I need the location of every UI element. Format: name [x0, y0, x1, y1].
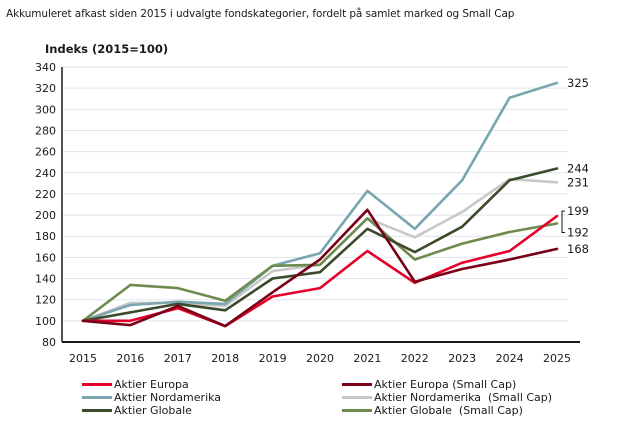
y-tick-label: 300: [35, 103, 56, 116]
legend-swatch: [82, 409, 112, 412]
x-tick-label: 2018: [211, 352, 239, 365]
y-tick-label: 140: [35, 273, 56, 286]
series-line-aktier-europa-small-cap: [81, 208, 559, 328]
y-tick-label: 100: [35, 315, 56, 328]
legend-swatch: [82, 383, 112, 386]
end-label: 199: [567, 204, 589, 218]
x-tick-label: 2023: [448, 352, 476, 365]
y-tick-label: 340: [35, 61, 56, 74]
end-label: 168: [567, 242, 589, 256]
y-tick-label: 180: [35, 230, 56, 243]
end-label: 244: [567, 162, 589, 176]
legend-item-aktier-nordamerika-small-cap: Aktier Nordamerika (Small Cap): [342, 390, 552, 405]
legend-swatch: [82, 396, 112, 399]
legend-item-aktier-europa: Aktier Europa: [82, 377, 189, 392]
x-tick-label: 2015: [69, 352, 97, 365]
series-line-aktier-globale: [81, 167, 559, 323]
legend-label: Aktier Europa (Small Cap): [374, 378, 517, 391]
gridlines: [62, 66, 568, 322]
y-axis-ticks: 80 100 120 140 160 180 200 220 240 260 280 300 320 34…: [35, 61, 56, 349]
end-label: 231: [567, 175, 589, 189]
series-line-aktier-globale-small-cap: [81, 217, 559, 323]
y-tick-label: 80: [42, 336, 56, 349]
legend-label: Aktier Globale: [114, 404, 192, 417]
line-chart: 80 100 120 140 160 180 200 220 240 260 280 300 320 34…: [35, 61, 589, 365]
legend-swatch: [342, 409, 372, 412]
series-line-aktier-nordamerika: [81, 81, 559, 323]
y-tick-label: 320: [35, 82, 56, 95]
legend-label: Aktier Nordamerika (Small Cap): [374, 391, 553, 404]
y-tick-label: 220: [35, 188, 56, 201]
x-axis-ticks: 2015 2016 2017 2018 2019 2020 2021 2022 2023 2024…: [69, 352, 571, 365]
y-tick-label: 160: [35, 251, 56, 264]
end-label: 325: [567, 76, 589, 90]
legend-label: Aktier Globale (Small Cap): [374, 404, 523, 417]
x-tick-label: 2022: [401, 352, 429, 365]
legend-item-aktier-globale-small-cap: Aktier Globale (Small Cap): [342, 403, 523, 418]
x-tick-label: 2020: [306, 352, 334, 365]
end-label-bracket: [561, 210, 565, 234]
chart-title: Akkumuleret afkast siden 2015 i udvalgte…: [6, 8, 515, 20]
x-tick-label: 2016: [116, 352, 144, 365]
y-tick-label: 280: [35, 124, 56, 137]
x-tick-label: 2025: [543, 352, 571, 365]
x-tick-label: 2017: [164, 352, 192, 365]
x-tick-label: 2021: [353, 352, 381, 365]
y-tick-label: 240: [35, 167, 56, 180]
y-tick-label: 200: [35, 209, 56, 222]
legend-swatch: [342, 383, 372, 386]
legend-item-aktier-globale: Aktier Globale: [82, 403, 192, 418]
y-tick-label: 260: [35, 146, 56, 159]
x-tick-label: 2024: [496, 352, 524, 365]
y-axis-title: Indeks (2015=100): [45, 42, 169, 56]
legend-item-aktier-nordamerika: Aktier Nordamerika: [82, 390, 221, 405]
legend-label: Aktier Europa: [114, 378, 189, 391]
x-tick-label: 2019: [259, 352, 287, 365]
series-lines: [81, 81, 559, 328]
legend-swatch: [342, 396, 372, 399]
y-tick-label: 120: [35, 294, 56, 307]
legend-item-aktier-europa-small-cap: Aktier Europa (Small Cap): [342, 377, 516, 392]
end-label: 192: [567, 226, 589, 240]
legend-label: Aktier Nordamerika: [114, 391, 222, 404]
